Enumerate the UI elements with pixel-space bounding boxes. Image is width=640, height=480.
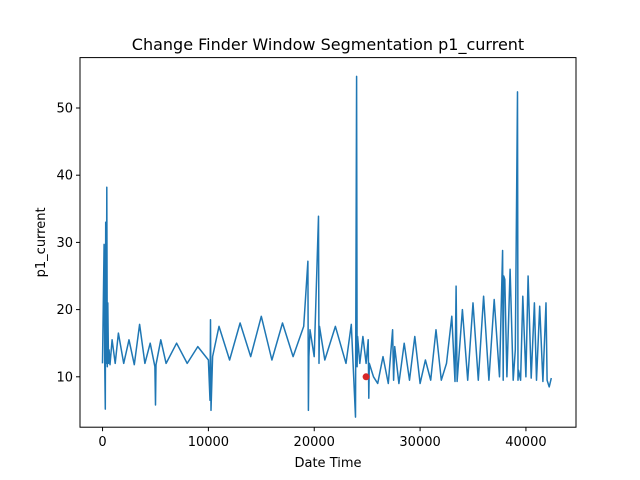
x-axis: 0 10000 20000 30000 40000	[98, 427, 547, 450]
y-tick-label: 20	[56, 303, 73, 318]
x-axis-label: Date Time	[294, 456, 361, 471]
x-tick-label: 0	[98, 435, 106, 450]
x-tick-label: 30000	[399, 435, 440, 450]
y-tick-label: 40	[56, 169, 73, 184]
x-tick-label: 20000	[294, 435, 335, 450]
change-point-marker	[362, 373, 370, 381]
chart-title: Change Finder Window Segmentation p1_cur…	[132, 35, 524, 55]
y-tick-label: 30	[56, 236, 73, 251]
y-tick-label: 50	[56, 102, 73, 117]
plot-area	[101, 75, 553, 418]
y-axis: 10 20 30 40 50	[56, 102, 80, 385]
series-line-1	[101, 75, 553, 418]
x-tick-label: 40000	[505, 435, 546, 450]
y-tick-label: 10	[56, 370, 73, 385]
y-axis-label: p1_current	[34, 207, 49, 277]
x-tick-label: 10000	[188, 435, 229, 450]
